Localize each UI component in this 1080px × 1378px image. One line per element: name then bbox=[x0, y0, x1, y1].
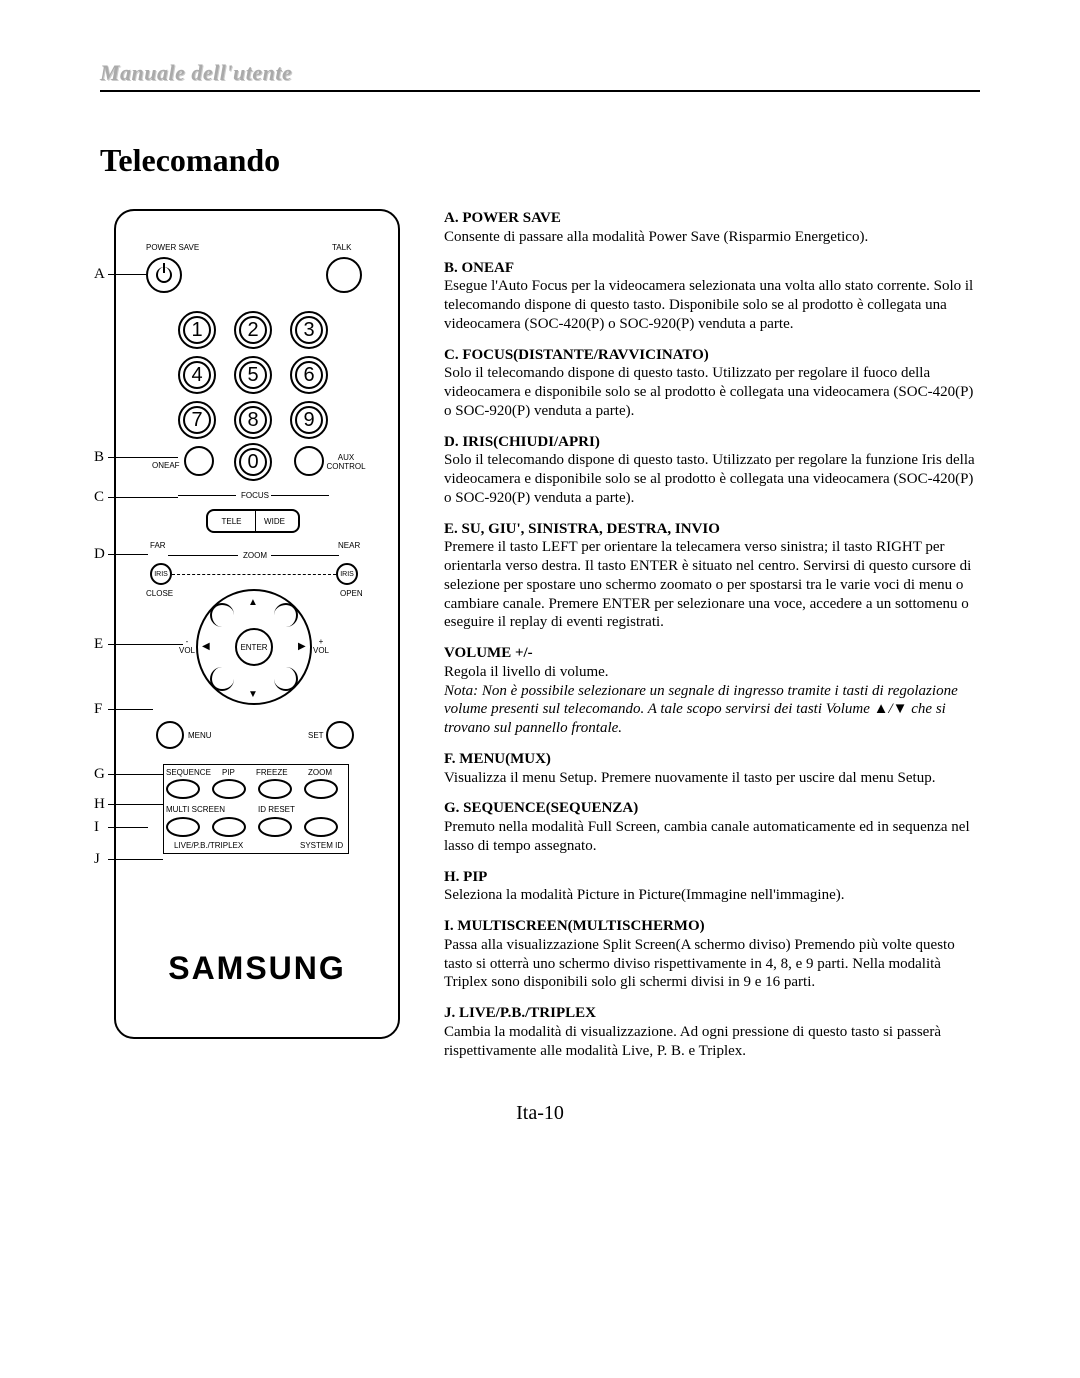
zoom2-label: ZOOM bbox=[308, 768, 332, 777]
near-label: NEAR bbox=[338, 541, 360, 550]
talk-label: TALK bbox=[332, 243, 351, 252]
enter-button[interactable]: ENTER bbox=[235, 628, 273, 666]
label-C: C bbox=[94, 489, 104, 506]
num-2[interactable]: 2 bbox=[234, 311, 272, 349]
num-0[interactable]: 0 bbox=[234, 443, 272, 481]
label-B: B bbox=[94, 449, 104, 466]
auxcontrol-label: AUX CONTROL bbox=[326, 453, 366, 471]
remote-diagram: A B C D E F G H I J POWER SAVE TALK bbox=[114, 209, 400, 1039]
label-A: A bbox=[94, 266, 105, 283]
num-5[interactable]: 5 bbox=[234, 356, 272, 394]
oneaf-label: ONEAF bbox=[152, 461, 180, 470]
menu-label: MENU bbox=[188, 731, 212, 740]
num-1[interactable]: 1 bbox=[178, 311, 216, 349]
pip-button[interactable] bbox=[212, 779, 246, 799]
iris-open-button[interactable]: IRIS bbox=[336, 563, 358, 585]
idreset-label: ID RESET bbox=[258, 805, 295, 814]
label-I: I bbox=[94, 819, 99, 836]
set-button[interactable] bbox=[326, 721, 354, 749]
label-G: G bbox=[94, 766, 105, 783]
multiscreen-button[interactable] bbox=[166, 817, 200, 837]
label-J: J bbox=[94, 851, 100, 868]
set-label: SET bbox=[308, 731, 324, 740]
sequence-label: SEQUENCE bbox=[166, 768, 211, 777]
livepb-button[interactable] bbox=[258, 817, 292, 837]
powersave-button[interactable] bbox=[146, 257, 182, 293]
iris-close-button[interactable]: IRIS bbox=[150, 563, 172, 585]
focus-label: FOCUS bbox=[241, 491, 269, 500]
volminus-label: -VOL bbox=[178, 637, 196, 655]
num-8[interactable]: 8 bbox=[234, 401, 272, 439]
label-D: D bbox=[94, 546, 105, 563]
pip-label: PIP bbox=[222, 768, 235, 777]
page-title: Telecomando bbox=[100, 142, 980, 179]
auxcontrol-button[interactable] bbox=[294, 446, 324, 476]
talk-button[interactable] bbox=[326, 257, 362, 293]
freeze-label: FREEZE bbox=[256, 768, 288, 777]
header-text: Manuale dell'utente bbox=[100, 60, 980, 86]
sequence-button[interactable] bbox=[166, 779, 200, 799]
zoom-label: ZOOM bbox=[243, 551, 267, 560]
systemid-label: SYSTEM ID bbox=[300, 841, 343, 850]
zoom-button[interactable] bbox=[304, 779, 338, 799]
volplus-label: +VOL bbox=[312, 637, 330, 655]
multiscreen-label: MULTI SCREEN bbox=[166, 805, 225, 814]
num-3[interactable]: 3 bbox=[290, 311, 328, 349]
idreset-button[interactable] bbox=[212, 817, 246, 837]
oneaf-button[interactable] bbox=[184, 446, 214, 476]
num-7[interactable]: 7 bbox=[178, 401, 216, 439]
close-label: CLOSE bbox=[146, 589, 173, 598]
page-number: Ita-10 bbox=[100, 1102, 980, 1125]
label-F: F bbox=[94, 701, 102, 718]
num-4[interactable]: 4 bbox=[178, 356, 216, 394]
systemid-button[interactable] bbox=[304, 817, 338, 837]
open-label: OPEN bbox=[340, 589, 363, 598]
description-column: A. POWER SAVEConsente di passare alla mo… bbox=[444, 209, 980, 1072]
brand-logo: SAMSUNG bbox=[116, 950, 398, 987]
num-6[interactable]: 6 bbox=[290, 356, 328, 394]
label-H: H bbox=[94, 796, 105, 813]
powersave-label: POWER SAVE bbox=[146, 243, 199, 252]
tele-wide-button[interactable]: TELE WIDE bbox=[206, 509, 300, 533]
num-9[interactable]: 9 bbox=[290, 401, 328, 439]
freeze-button[interactable] bbox=[258, 779, 292, 799]
far-label: FAR bbox=[150, 541, 166, 550]
label-E: E bbox=[94, 636, 103, 653]
livepb-label: LIVE/P.B./TRIPLEX bbox=[174, 841, 243, 850]
menu-button[interactable] bbox=[156, 721, 184, 749]
